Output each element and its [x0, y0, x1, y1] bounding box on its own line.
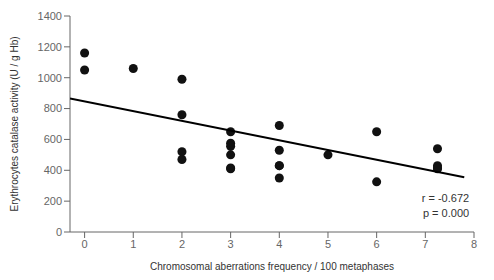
svg-text:Chromosomal aberrations freque: Chromosomal aberrations frequency / 100 …	[150, 261, 394, 272]
svg-text:1: 1	[130, 238, 136, 250]
svg-text:600: 600	[44, 133, 62, 145]
svg-text:4: 4	[276, 238, 282, 250]
svg-text:1200: 1200	[38, 41, 62, 53]
svg-text:0: 0	[82, 238, 88, 250]
svg-text:800: 800	[44, 102, 62, 114]
svg-text:r = -0.672: r = -0.672	[422, 192, 469, 204]
svg-text:3: 3	[228, 238, 234, 250]
svg-text:5: 5	[325, 238, 331, 250]
svg-text:200: 200	[44, 195, 62, 207]
svg-text:1000: 1000	[38, 72, 62, 84]
svg-text:8: 8	[471, 238, 477, 250]
svg-text:6: 6	[374, 238, 380, 250]
svg-text:400: 400	[44, 164, 62, 176]
svg-text:0: 0	[56, 226, 62, 238]
svg-text:7: 7	[422, 238, 428, 250]
svg-text:2: 2	[179, 238, 185, 250]
svg-text:p = 0.000: p = 0.000	[423, 207, 469, 219]
svg-text:Erythrocytes catalase activity: Erythrocytes catalase activity (U / g Hb…	[9, 36, 20, 211]
svg-text:1400: 1400	[38, 10, 62, 22]
